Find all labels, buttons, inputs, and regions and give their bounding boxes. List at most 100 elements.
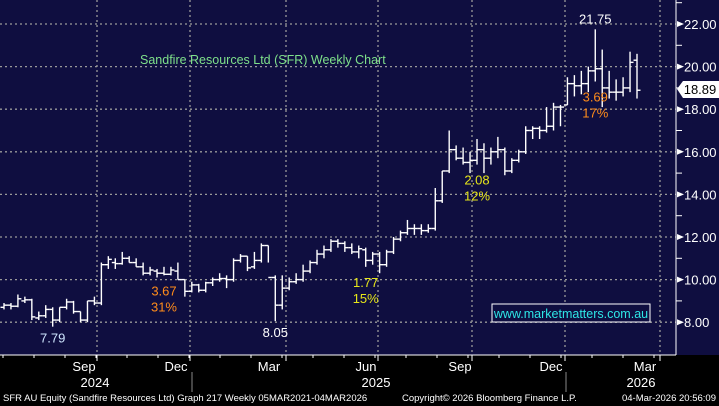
ohlc-bar [536,126,544,140]
ohlc-bar [132,258,140,268]
ohlc-bar [445,130,453,174]
ohlc-bar [42,305,50,318]
ohlc-bar [35,311,43,321]
y-tick-label: 18.00 [684,102,717,117]
ohlc-bar [264,244,272,279]
y-tick-marker [677,276,684,283]
ohlc-bar [431,188,439,231]
ohlc-bar [271,275,279,322]
footer-timestamp: 04-Mar-2026 20:56:09 [622,393,716,404]
ohlc-bar [570,75,578,97]
ohlc-bar [584,66,592,93]
ohlc-bar [508,158,516,174]
y-tick-marker [677,234,684,240]
last-price-tag: 18.89 [677,81,719,98]
ohlc-bar [257,243,265,263]
ohlc-bar [118,251,126,265]
ohlc-bar [473,139,481,165]
price-annotation: 2.08 [464,173,489,188]
ohlc-bar [362,247,370,267]
price-annotation: 17% [582,106,608,121]
last-price-value: 18.89 [684,82,717,97]
ohlc-bar [334,239,342,248]
ohlc-bar [591,29,599,82]
ohlc-bar [626,51,634,93]
ohlc-bar [376,251,384,274]
ohlc-bar [577,70,585,95]
ohlc-bar [612,79,620,101]
y-tick-label: 16.00 [684,145,717,160]
ohlc-bar [202,281,210,293]
ohlc-bar [7,303,15,310]
ohlc-bar [459,147,467,165]
x-year-label: 2024 [81,375,110,390]
ohlc-bar [14,294,22,308]
ohlc-bar [63,298,71,310]
ohlc-bar [111,258,119,269]
ohlc-bar [598,49,606,108]
ohlc-bar [501,147,509,176]
ohlc-bar [563,77,571,106]
price-annotation: 15% [353,291,379,306]
ohlc-bar [383,249,391,267]
ohlc-bar [97,262,105,306]
ohlc-bar [49,307,57,327]
ohlc-bar [299,264,307,282]
ohlc-bar [633,53,641,99]
ohlc-bar [174,262,182,281]
footer-copyright: Copyright© 2026 Bloomberg Finance L.P. [402,393,577,404]
ohlc-bar [77,310,85,323]
ohlc-bar [292,273,300,284]
ohlc-bar [369,251,377,265]
ohlc-bar [550,102,558,131]
ohlc-bar [341,241,349,252]
ohlc-bar [348,243,356,255]
ohlc-bar [320,245,328,259]
ohlc-bar [480,143,488,174]
ohlc-bar [56,306,64,323]
ohlc-bar [223,275,231,289]
ohlc-bar [390,237,398,255]
ohlc-bar [90,296,98,306]
ohlc-bar [452,145,460,161]
y-tick-label: 22.00 [684,17,717,32]
y-tick-label: 12.00 [684,230,717,245]
y-tick-label: 8.00 [684,315,709,330]
ohlc-bar [556,104,564,127]
price-annotation: 3.69 [583,90,608,105]
y-tick-marker [677,319,684,326]
x-month-label: Dec [539,359,563,374]
price-annotation: 31% [151,299,177,314]
ohlc-bar [522,126,530,154]
ohlc-bar [529,126,537,140]
y-tick-marker [677,106,684,113]
plot-background [0,0,719,355]
chart-title: Sandfire Resources Ltd (SFR) Weekly Char… [140,53,386,67]
y-tick-marker [677,191,684,198]
price-annotation: 3.67 [151,283,176,298]
watermark-text: www.marketmatters.com.au [493,307,648,321]
price-annotation: 21.75 [579,11,612,26]
x-year-label: 2025 [362,375,391,390]
ohlc-bar [306,260,314,274]
ohlc-bar [28,298,36,321]
ohlc-bar [21,296,29,304]
ohlc-bar [515,149,523,163]
watermark-box [491,303,651,323]
x-month-label: Mar [634,359,657,374]
y-tick-label: 20.00 [684,60,717,75]
ohlc-bar [195,283,203,293]
ohlc-bar [243,255,251,272]
ohlc-bar [167,266,175,276]
ohlc-bar [327,239,335,252]
x-month-label: Dec [164,359,188,374]
ohlc-bar [250,251,258,269]
ohlc-bar [70,300,78,314]
price-annotation: 12% [464,189,490,204]
ohlc-bar [278,275,286,310]
y-tick-label: 14.00 [684,187,717,202]
ohlc-bar [605,70,613,99]
ohlc-bar [216,273,224,282]
